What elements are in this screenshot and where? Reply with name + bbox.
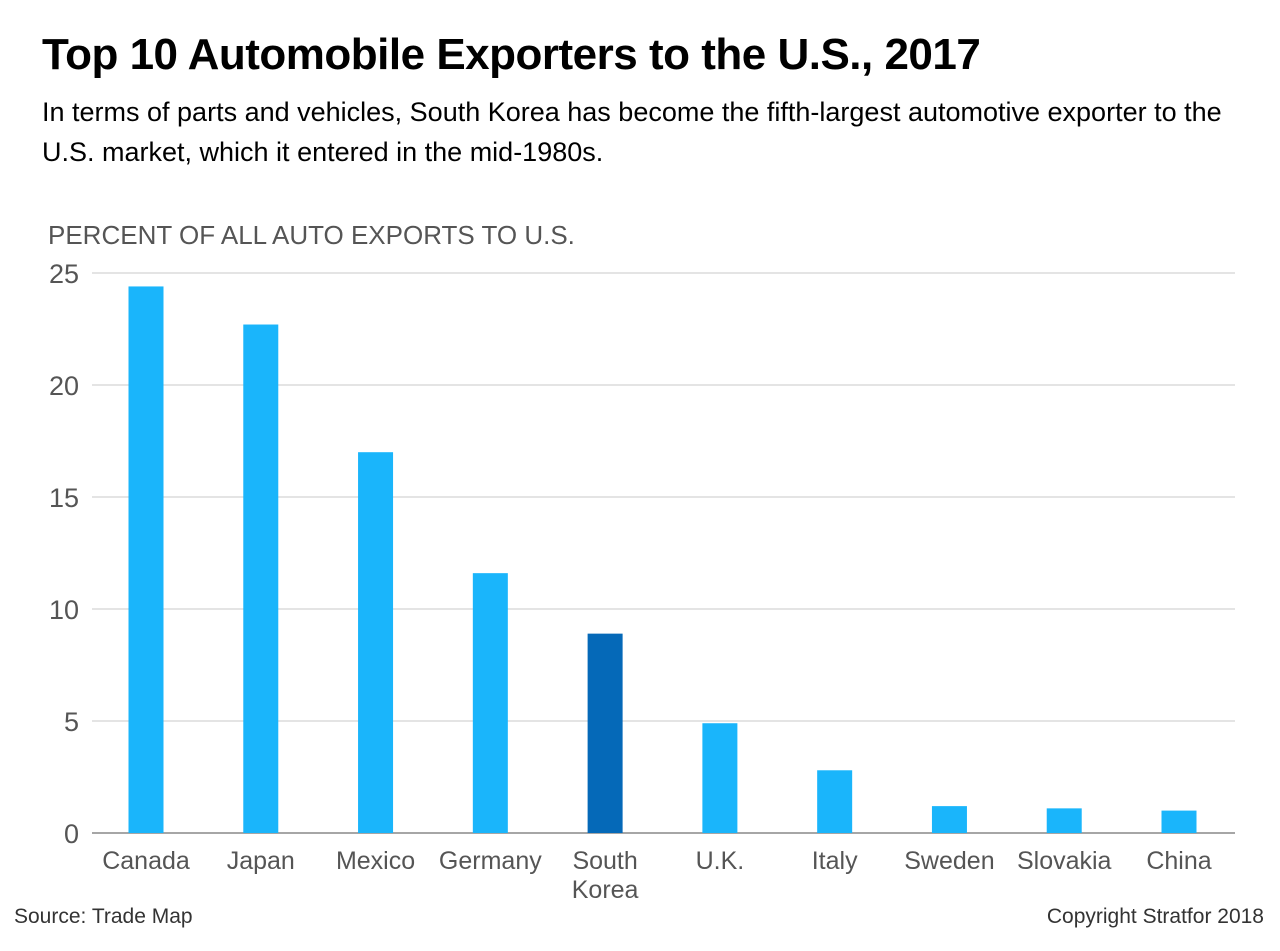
y-tick-label: 20 <box>49 371 79 401</box>
x-tick-label: Slovakia <box>1017 847 1112 875</box>
x-tick-label: Sweden <box>904 847 994 875</box>
x-tick-label: Canada <box>102 847 190 875</box>
x-tick-label: Germany <box>439 847 542 875</box>
x-tick-label: Mexico <box>336 847 415 875</box>
y-axis-label: PERCENT OF ALL AUTO EXPORTS TO U.S. <box>48 220 575 250</box>
y-tick-label: 25 <box>49 259 79 289</box>
x-tick-label: China <box>1146 847 1211 875</box>
source-note: Source: Trade Map <box>14 905 193 928</box>
y-tick-label: 5 <box>64 707 79 737</box>
copyright-note: Copyright Stratfor 2018 <box>1046 905 1264 928</box>
gridlines <box>92 272 1235 834</box>
x-tick-label: Japan <box>227 847 295 875</box>
y-tick-label: 10 <box>49 595 79 625</box>
bar <box>817 770 853 833</box>
x-tick-label: South <box>572 847 637 875</box>
y-tick-label: 15 <box>49 483 79 513</box>
x-tick-label: U.K. <box>696 847 745 875</box>
bar <box>472 573 508 833</box>
bar <box>1161 810 1197 833</box>
x-tick-label: Korea <box>572 876 639 904</box>
bar <box>587 633 623 833</box>
bar <box>358 452 394 833</box>
bars <box>128 286 1197 833</box>
bar <box>128 286 164 833</box>
x-tick-label: Italy <box>812 847 858 875</box>
bar <box>243 324 279 833</box>
y-tick-label: 0 <box>64 819 79 849</box>
chart-title: Top 10 Automobile Exporters to the U.S.,… <box>42 30 981 79</box>
bar <box>931 806 967 833</box>
bar <box>702 723 738 833</box>
y-tick-labels: 0 5 10 15 20 25 <box>49 259 79 849</box>
chart-subtitle: In terms of parts and vehicles, South Ko… <box>42 97 1222 167</box>
bar <box>1046 808 1082 833</box>
